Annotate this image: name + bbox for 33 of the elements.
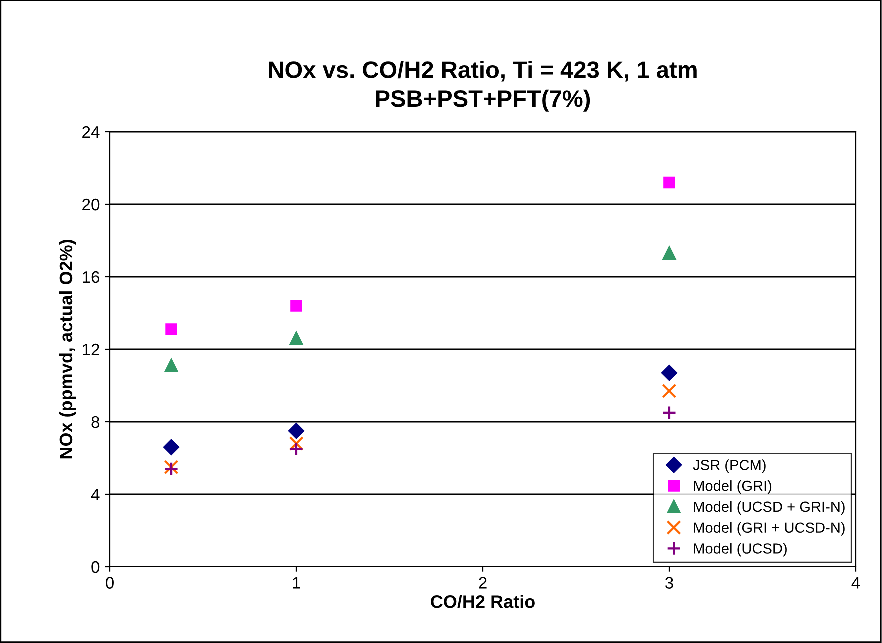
- y-tick-label: 4: [91, 489, 100, 501]
- y-axis-title: NOx (ppmvd, actual O2%): [59, 240, 76, 459]
- point: [289, 442, 304, 456]
- x-tick-label: 4: [852, 577, 860, 589]
- y-tick-label: 16: [83, 271, 100, 284]
- point: [166, 324, 178, 336]
- point: [290, 300, 302, 312]
- legend-label: Model (GRI + UCSD-N): [694, 522, 845, 536]
- point: [662, 406, 677, 420]
- y-tick-label: 12: [83, 344, 100, 356]
- chart-title: NOx vs. CO/H2 Ratio, Ti = 423 K, 1 atm PSB+PST+PFT(7%): [269, 61, 697, 112]
- y-tick-label: 8: [92, 416, 100, 428]
- point: [662, 384, 677, 398]
- x-axis-title: CO/H2 Ratio: [431, 595, 535, 608]
- x-tick-label: 3: [666, 577, 674, 589]
- point: [164, 359, 178, 372]
- y-tick-label: 0: [92, 561, 100, 574]
- legend-label: Model (GRI): [694, 480, 772, 494]
- legend-label: Model (UCSD): [694, 543, 787, 557]
- point: [662, 246, 676, 260]
- x-tick-label: 2: [479, 577, 487, 589]
- point: [164, 439, 180, 456]
- x-tick-label: 1: [293, 577, 300, 589]
- point: [289, 436, 304, 452]
- legend-label: JSR (PCM): [693, 460, 766, 474]
- x-tick-label: 0: [106, 577, 114, 589]
- point: [662, 365, 678, 381]
- point: [664, 176, 676, 189]
- point: [288, 423, 304, 439]
- y-tick-label: 24: [82, 126, 100, 138]
- point: [290, 332, 304, 346]
- y-tick-label: 20: [82, 198, 100, 211]
- legend-label: Model (UCSD + GRI-N): [694, 501, 845, 516]
